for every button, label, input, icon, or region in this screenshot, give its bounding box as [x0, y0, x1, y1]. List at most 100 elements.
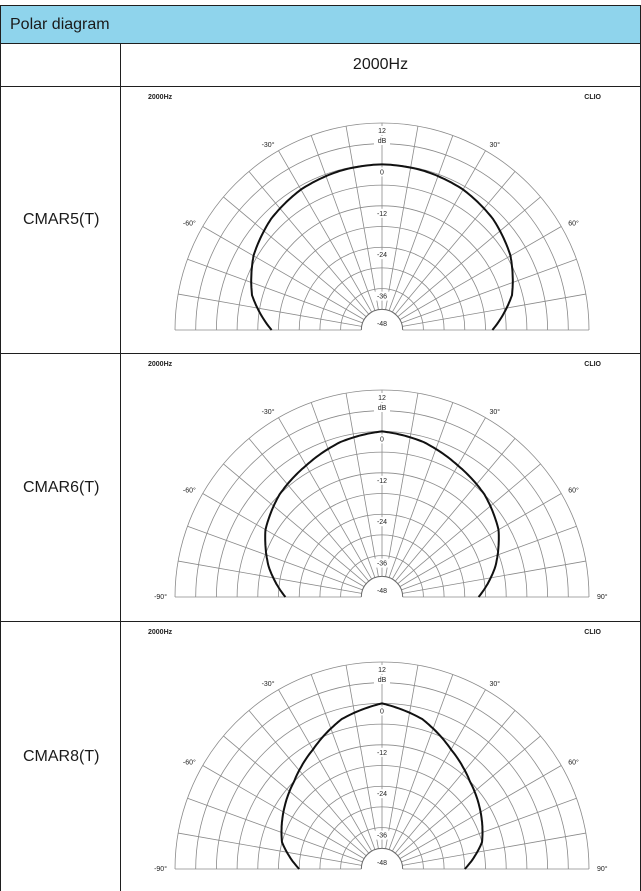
ring-label: -24 — [377, 791, 387, 798]
polar-spoke — [279, 151, 372, 312]
angle-label: 60° — [568, 220, 579, 228]
angle-label: -30° — [262, 141, 275, 149]
angle-label: -30° — [262, 680, 275, 688]
frequency-header-row: 2000Hz — [0, 44, 641, 87]
ring-label: -48 — [377, 588, 387, 595]
polar-spoke — [386, 393, 418, 576]
table-row: CMAR5(T) 2000Hz CLIO 12 0 -12 -24 -36 -48 dB -30°… — [0, 87, 641, 354]
unit-label: dB — [378, 677, 387, 684]
angle-label: 30° — [490, 680, 501, 688]
polar-spoke — [392, 418, 485, 579]
model-name: CMAR8(T) — [23, 748, 99, 766]
polar-plot-cell: 2000Hz CLIO 12 0 -12 -24 -36 -48 dB -30° 30° -60° 60… — [121, 354, 640, 621]
table-header: Polar diagram — [0, 5, 641, 44]
model-name: CMAR5(T) — [23, 211, 99, 229]
polar-spoke — [392, 690, 485, 851]
ring-label: -36 — [377, 833, 387, 840]
polar-spoke — [400, 494, 561, 587]
angle-label: 90° — [597, 593, 608, 601]
polar-spoke — [178, 561, 361, 593]
polar-spoke — [203, 227, 364, 320]
empty-corner-cell — [1, 44, 121, 86]
polar-spoke — [402, 833, 585, 865]
polar-spoke — [346, 665, 378, 848]
ring-label: 0 — [380, 708, 384, 715]
polar-spoke — [401, 798, 576, 862]
polar-spoke — [311, 135, 375, 310]
polar-spoke — [311, 402, 375, 577]
polar-spoke — [400, 227, 561, 320]
angle-label: -60° — [183, 487, 196, 495]
polar-plot-cell: 2000Hz CLIO 12 0 -12 -24 -36 -48 dB -30° 30° -60° 60… — [121, 87, 640, 353]
polar-spoke — [178, 833, 361, 865]
angle-label: 60° — [568, 759, 579, 767]
plot-freq-label: 2000Hz — [148, 94, 173, 101]
table-row: CMAR6(T) 2000Hz CLIO 12 0 -12 -24 -36 -48 dB -30°… — [0, 354, 641, 622]
model-name: CMAR6(T) — [23, 479, 99, 497]
polar-spoke — [395, 171, 515, 314]
angle-label: 30° — [490, 408, 501, 416]
polar-spoke — [398, 736, 541, 856]
polar-spoke — [401, 259, 576, 323]
polar-spoke — [386, 126, 418, 309]
ring-label: 12 — [378, 667, 386, 674]
angle-label: 60° — [568, 487, 579, 495]
polar-spoke — [187, 798, 362, 862]
ring-label: -48 — [377, 321, 387, 328]
unit-label: dB — [378, 405, 387, 412]
angle-label: -90° — [154, 865, 167, 873]
polar-spoke — [386, 665, 418, 848]
polar-spoke — [389, 674, 453, 849]
polar-plot: 2000Hz CLIO 12 0 -12 -24 -36 -48 dB -30° 30° -60° 60… — [121, 354, 641, 622]
model-cell: CMAR6(T) — [1, 354, 121, 621]
brand-label: CLIO — [584, 629, 601, 636]
polar-spoke — [402, 561, 585, 593]
ring-label: -12 — [377, 478, 387, 485]
plot-freq-label: 2000Hz — [148, 361, 173, 368]
polar-spoke — [223, 464, 366, 584]
ring-label: -36 — [377, 294, 387, 301]
ring-label: -36 — [377, 561, 387, 568]
ring-label: 12 — [378, 128, 386, 135]
polar-spoke — [178, 294, 361, 326]
ring-label: 0 — [380, 436, 384, 443]
frequency-header-cell: 2000Hz — [121, 44, 640, 86]
plot-freq-label: 2000Hz — [148, 629, 173, 636]
angle-label: -90° — [154, 593, 167, 601]
polar-spoke — [346, 126, 378, 309]
polar-spoke — [249, 710, 369, 853]
polar-spoke — [389, 135, 453, 310]
polar-spoke — [203, 494, 364, 587]
table-row: CMAR8(T) 2000Hz CLIO 12 0 -12 -24 -36 -48 dB -30°… — [0, 622, 641, 891]
brand-label: CLIO — [584, 94, 601, 101]
brand-label: CLIO — [584, 361, 601, 368]
angle-label: -60° — [183, 220, 196, 228]
polar-spoke — [402, 294, 585, 326]
ring-label: 0 — [380, 169, 384, 176]
angle-label: -60° — [183, 759, 196, 767]
polar-plot: 2000Hz CLIO 12 0 -12 -24 -36 -48 dB -30° 30° -60° 60… — [121, 87, 641, 354]
ring-label: -12 — [377, 750, 387, 757]
ring-label: 12 — [378, 395, 386, 402]
polar-plot-cell: 2000Hz CLIO 12 0 -12 -24 -36 -48 dB -30° 30° -60° 60… — [121, 622, 640, 891]
polar-spoke — [392, 151, 485, 312]
polar-spoke — [311, 674, 375, 849]
polar-spoke — [223, 197, 366, 317]
ring-label: -24 — [377, 519, 387, 526]
polar-spoke — [279, 690, 372, 851]
ring-label: -12 — [377, 211, 387, 218]
frequency-label: 2000Hz — [121, 56, 640, 74]
polar-spoke — [389, 402, 453, 577]
angle-label: 30° — [490, 141, 501, 149]
model-cell: CMAR8(T) — [1, 622, 121, 891]
polar-plot: 2000Hz CLIO 12 0 -12 -24 -36 -48 dB -30° 30° -60° 60… — [121, 622, 641, 891]
polar-spoke — [279, 418, 372, 579]
ring-label: -24 — [377, 252, 387, 259]
angle-label: 90° — [597, 865, 608, 873]
ring-label: -48 — [377, 860, 387, 867]
table-title: Polar diagram — [10, 16, 110, 34]
polar-spoke — [187, 259, 362, 323]
unit-label: dB — [378, 138, 387, 145]
polar-spoke — [249, 171, 369, 314]
